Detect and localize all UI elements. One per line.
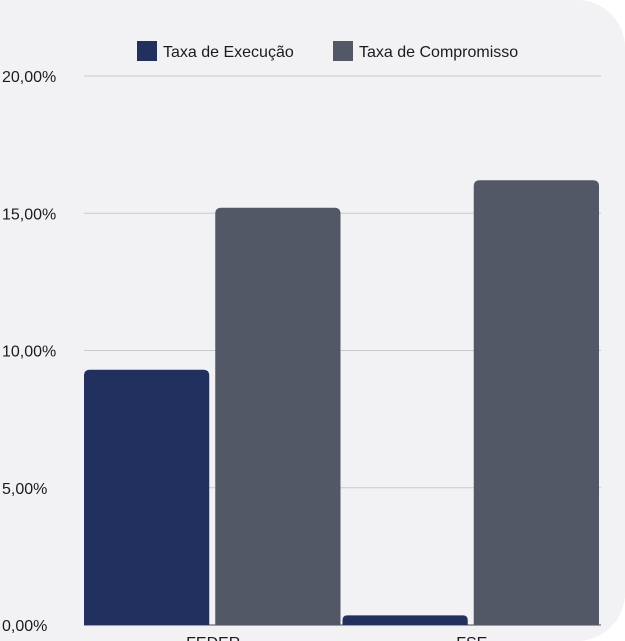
legend-label[interactable]: Taxa de Execução <box>163 44 294 61</box>
y-tick-label: 20,00% <box>2 69 56 86</box>
legend: Taxa de Execução Taxa de Compromisso <box>137 41 518 61</box>
bars <box>84 180 599 625</box>
x-category-label: FEDER <box>186 635 240 641</box>
x-axis: FEDER FSE <box>186 635 487 641</box>
bar-fse-execucao[interactable] <box>342 615 468 625</box>
legend-swatch <box>333 41 353 61</box>
y-tick-label: 10,00% <box>2 344 56 361</box>
bar-feder-compromisso[interactable] <box>215 207 341 625</box>
legend-swatch <box>137 41 157 61</box>
y-tick-label: 15,00% <box>2 206 56 223</box>
y-tick-label: 5,00% <box>2 481 47 498</box>
bar-feder-execucao[interactable] <box>84 369 210 625</box>
bar-fse-compromisso[interactable] <box>473 180 599 625</box>
legend-label[interactable]: Taxa de Compromisso <box>359 44 518 61</box>
x-category-label: FSE <box>456 635 487 641</box>
y-axis: 0,00% 5,00% 10,00% 15,00% 20,00% <box>2 69 56 635</box>
y-tick-label: 0,00% <box>2 618 47 635</box>
